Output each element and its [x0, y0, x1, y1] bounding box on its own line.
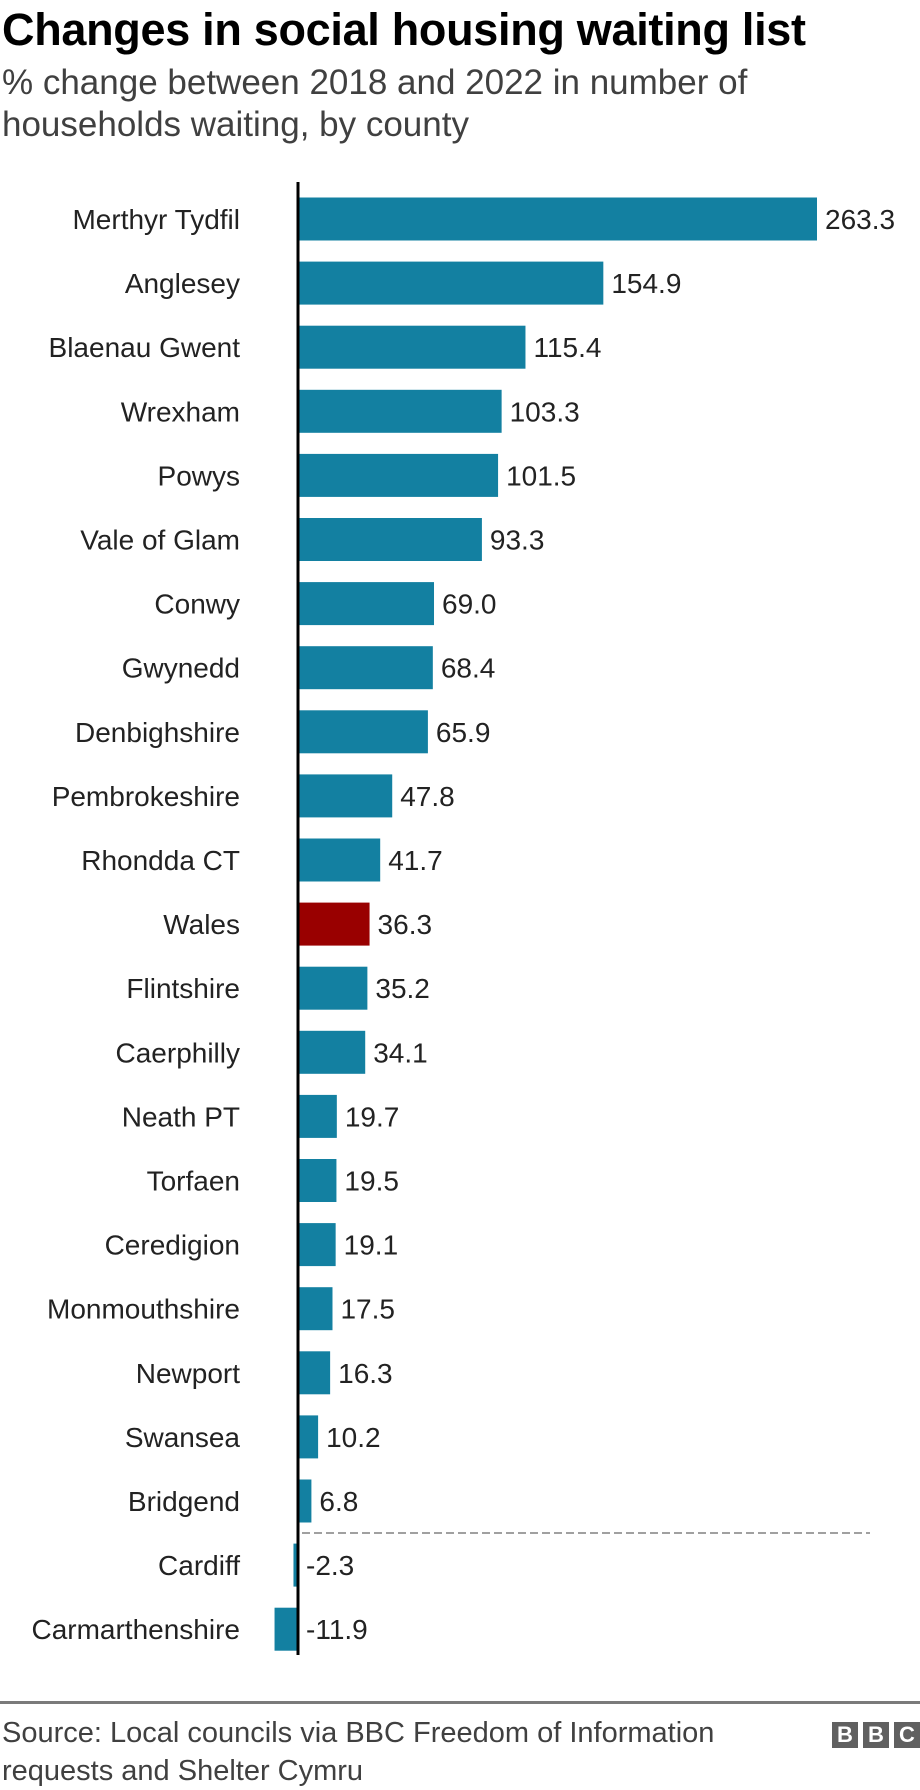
bar	[298, 902, 370, 946]
bar	[298, 646, 433, 690]
data-label: 10.2	[326, 1422, 381, 1453]
category-label: Torfaen	[147, 1166, 240, 1197]
data-label: 35.2	[375, 973, 430, 1004]
bar	[298, 1223, 336, 1267]
bar	[298, 774, 393, 818]
category-label: Swansea	[125, 1422, 241, 1453]
bar	[298, 518, 482, 561]
data-label: 263.3	[825, 204, 895, 235]
data-label: 6.8	[319, 1486, 358, 1517]
bar	[298, 261, 604, 305]
category-label: Wales	[163, 909, 240, 940]
data-label: 101.5	[506, 460, 576, 491]
category-label: Merthyr Tydfil	[72, 204, 240, 235]
bar	[293, 1543, 298, 1587]
bar	[298, 325, 526, 369]
bar	[298, 1159, 337, 1202]
bar	[298, 966, 368, 1010]
category-label: Gwynedd	[122, 653, 240, 684]
data-label: -11.9	[306, 1614, 368, 1645]
category-label: Monmouthshire	[47, 1294, 240, 1325]
chart-title: Changes in social housing waiting list	[2, 4, 806, 55]
category-label: Cardiff	[158, 1550, 240, 1581]
data-label: 19.7	[345, 1101, 400, 1132]
data-label: 103.3	[510, 396, 580, 427]
bar	[298, 1415, 319, 1459]
data-label: -2.3	[306, 1550, 354, 1581]
data-label: 154.9	[611, 268, 681, 299]
data-label: 34.1	[373, 1037, 428, 1068]
data-label: 115.4	[533, 332, 601, 363]
data-label: 17.5	[340, 1294, 395, 1325]
bar	[298, 1479, 312, 1523]
bar	[298, 453, 499, 497]
bar	[298, 1287, 333, 1331]
chart-subtitle: % change between 2018 and 2022 in number…	[2, 63, 748, 144]
category-label: Rhondda CT	[81, 845, 240, 876]
category-label: Ceredigion	[105, 1230, 240, 1261]
category-label: Anglesey	[125, 268, 240, 299]
data-label: 41.7	[388, 845, 443, 876]
data-label: 65.9	[436, 717, 491, 748]
bar	[298, 582, 435, 626]
bar	[298, 197, 817, 241]
category-label: Wrexham	[121, 396, 240, 427]
source-note: Source: Local councils via BBC Freedom o…	[2, 1717, 715, 1787]
bar	[298, 838, 381, 882]
data-label: 36.3	[378, 909, 433, 940]
data-label: 47.8	[400, 781, 455, 812]
category-label: Conwy	[154, 589, 240, 620]
category-label: Powys	[158, 460, 240, 491]
bar-chart: Merthyr Tydfil 263.3 Anglesey 154.9 Blaenau …	[31, 182, 895, 1655]
bar	[298, 389, 502, 433]
category-label: Flintshire	[126, 973, 240, 1004]
bar	[298, 1030, 366, 1074]
category-label: Blaenau Gwent	[49, 332, 241, 363]
data-label: 19.5	[344, 1166, 399, 1197]
data-label: 68.4	[441, 653, 496, 684]
category-label: Bridgend	[128, 1486, 240, 1517]
category-label: Caerphilly	[116, 1037, 241, 1068]
category-label: Vale of Glam	[80, 525, 240, 556]
category-label: Carmarthenshire	[31, 1614, 240, 1645]
category-label: Denbighshire	[75, 717, 240, 748]
data-label: 93.3	[490, 525, 545, 556]
category-label: Neath PT	[122, 1101, 240, 1132]
data-label: 69.0	[442, 589, 497, 620]
category-label: Pembrokeshire	[52, 781, 240, 812]
bar	[298, 1094, 337, 1138]
footer-divider	[0, 1701, 920, 1704]
data-label: 19.1	[344, 1230, 399, 1261]
category-label: Newport	[136, 1358, 240, 1389]
bar	[298, 710, 428, 754]
bar	[298, 1351, 331, 1395]
data-label: 16.3	[338, 1358, 393, 1389]
bar	[274, 1607, 298, 1651]
